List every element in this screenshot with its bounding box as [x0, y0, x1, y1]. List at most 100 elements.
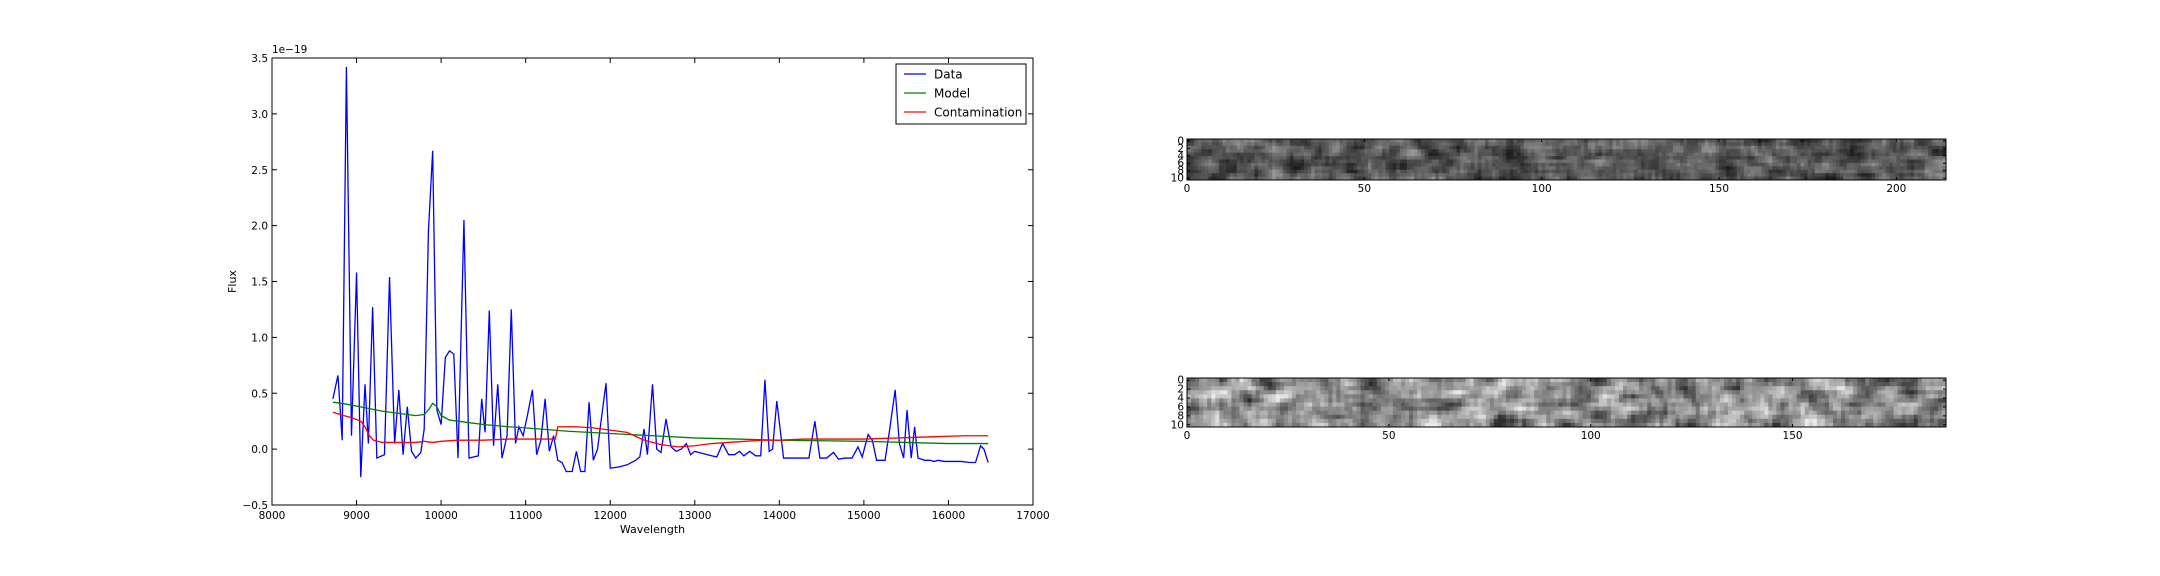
image-pixel — [1885, 386, 1890, 391]
image-pixel — [1485, 386, 1491, 391]
image-pixel — [1312, 402, 1317, 407]
image-pixel — [1311, 152, 1316, 157]
image-pixel — [1748, 406, 1753, 412]
image-pixel — [1655, 152, 1660, 157]
image-pixel — [1577, 169, 1582, 174]
image-pixel — [1431, 145, 1436, 150]
image-pixel — [1719, 418, 1725, 424]
image-pixel — [1287, 410, 1293, 416]
image-pixel — [1768, 394, 1773, 399]
image-pixel — [1437, 414, 1442, 420]
image-pixel — [1378, 149, 1383, 154]
image-pixel — [1695, 398, 1701, 403]
image-pixel — [1316, 402, 1321, 407]
image-pixel — [1857, 414, 1862, 420]
image-pixel — [1909, 422, 1915, 428]
image-pixel — [1659, 378, 1664, 383]
image-pixel — [1754, 152, 1759, 157]
image-pixel — [1828, 386, 1834, 391]
image-pixel — [1925, 414, 1931, 420]
image-pixel — [1651, 378, 1656, 383]
image-pixel — [1733, 162, 1738, 167]
image-pixel — [1542, 406, 1547, 412]
image-pixel — [1594, 386, 1600, 391]
image-pixel — [1250, 152, 1255, 157]
image-pixel — [1348, 422, 1353, 428]
image-pixel — [1514, 422, 1519, 428]
image-pixel — [1612, 139, 1617, 143]
image-pixel — [1788, 382, 1793, 387]
image-pixel — [1343, 159, 1348, 164]
image-pixel — [1885, 139, 1890, 143]
image-pixel — [1211, 386, 1216, 391]
image-pixel — [1343, 145, 1348, 150]
image-pixel — [1697, 139, 1702, 143]
image-pixel — [1279, 139, 1284, 143]
image-pixel — [1413, 386, 1418, 391]
image-pixel — [1913, 386, 1919, 391]
image-pixel — [1626, 139, 1631, 143]
image-pixel — [1453, 418, 1458, 424]
image-pixel — [1786, 152, 1791, 157]
image-pixel — [1570, 406, 1575, 412]
image-pixel — [1424, 149, 1429, 154]
image-pixel — [1864, 159, 1869, 164]
image-pixel — [1703, 382, 1709, 387]
image-pixel — [1502, 152, 1507, 157]
image-pixel — [1836, 139, 1840, 143]
image-pixel — [1506, 162, 1511, 167]
image-pixel — [1357, 149, 1362, 154]
image-pixel — [1201, 142, 1206, 147]
image-pixel — [1332, 156, 1337, 160]
image-pixel — [1768, 406, 1773, 412]
image-pixel — [1727, 402, 1733, 407]
image-pixel — [1453, 414, 1458, 420]
y-tick-label: 0.5 — [251, 388, 268, 400]
image-pixel — [1722, 159, 1727, 164]
image-pixel — [1488, 176, 1493, 181]
image-pixel — [1286, 142, 1291, 147]
image-pixel — [1828, 410, 1834, 416]
image-pixel — [1711, 142, 1716, 147]
image-pixel — [1796, 378, 1802, 383]
image-pixel — [1493, 418, 1499, 424]
image-pixel — [1453, 398, 1458, 403]
image-pixel — [1807, 149, 1812, 154]
image-pixel — [1380, 394, 1386, 399]
image-pixel — [1800, 162, 1805, 167]
image-pixel — [1627, 382, 1632, 387]
image-pixel — [1265, 166, 1269, 171]
image-pixel — [1488, 139, 1493, 143]
image-pixel — [1291, 386, 1297, 391]
image-pixel — [1187, 152, 1191, 157]
image-pixel — [1204, 166, 1209, 171]
image-pixel — [1703, 398, 1709, 403]
image-pixel — [1760, 382, 1765, 387]
image-pixel — [1211, 382, 1216, 387]
image-pixel — [1901, 386, 1907, 391]
image-pixel — [1784, 418, 1789, 424]
image-pixel — [1367, 152, 1372, 157]
image-pixel — [1772, 142, 1777, 147]
image-pixel — [1449, 152, 1454, 157]
image-pixel — [1756, 386, 1761, 391]
image-pixel — [1719, 162, 1723, 167]
image-pixel — [1229, 159, 1234, 164]
image-pixel — [1499, 173, 1504, 177]
image-pixel — [1522, 382, 1527, 387]
image-pixel — [1505, 406, 1511, 412]
image-pixel — [1917, 156, 1922, 160]
image-pixel — [1726, 142, 1731, 147]
image-pixel — [1449, 378, 1454, 383]
image-pixel — [1580, 152, 1585, 157]
image-pixel — [1473, 406, 1479, 412]
image-pixel — [1506, 142, 1511, 147]
image-pixel — [1453, 410, 1458, 416]
image-pixel — [1392, 386, 1398, 391]
image-pixel — [1194, 152, 1199, 157]
image-pixel — [1752, 378, 1757, 383]
image-pixel — [1659, 406, 1664, 412]
image-pixel — [1671, 390, 1676, 395]
image-pixel — [1492, 139, 1496, 143]
image-pixel — [1527, 152, 1532, 157]
